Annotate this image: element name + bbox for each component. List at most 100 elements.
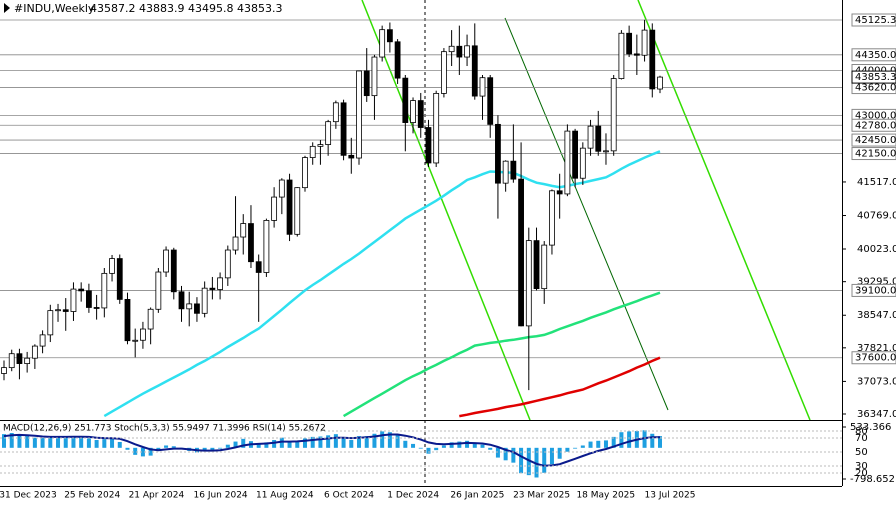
- macd-bar: [86, 438, 91, 448]
- candle-body: [433, 92, 440, 164]
- macd-bar: [302, 438, 307, 448]
- current-price: 43853.3: [855, 72, 896, 83]
- level-box: [851, 48, 896, 62]
- macd-bar: [580, 445, 585, 448]
- x-tick-label: 25 Feb 2024: [64, 491, 120, 501]
- candle-body: [641, 29, 648, 56]
- macd-bar: [140, 447, 145, 457]
- indicator-pane: [0, 430, 842, 478]
- macd-bar: [272, 440, 277, 448]
- macd-bar: [403, 440, 408, 448]
- macd-bar: [2, 434, 6, 448]
- macd-bar: [233, 441, 238, 448]
- candle-body: [356, 70, 362, 159]
- y-tick-label: 39295.0: [857, 277, 896, 288]
- sub-y2-label: 30: [855, 461, 868, 472]
- candle-body: [271, 196, 278, 221]
- candle-body: [1, 367, 7, 374]
- macd-bar: [48, 436, 53, 448]
- macd-bar: [56, 436, 61, 448]
- macd-bar: [349, 440, 354, 448]
- level-box: [851, 133, 896, 147]
- candle-body: [379, 29, 386, 58]
- candle-body: [425, 127, 432, 164]
- macd-bar: [395, 434, 400, 448]
- candle-body: [332, 102, 339, 123]
- macd-bar: [32, 437, 37, 448]
- macd-bar: [441, 445, 446, 448]
- axes: 41517.0 40769.0 40023.0 39295.0 38547.0 37821…: [0, 13, 896, 501]
- y-tick-label: 37073.0: [857, 376, 896, 387]
- macd-bar: [117, 441, 122, 448]
- y-tick-label: 40023.0: [857, 244, 896, 255]
- macd-bar: [565, 447, 570, 452]
- macd-bar: [603, 440, 608, 448]
- candle-body: [317, 144, 324, 147]
- macd-bar: [519, 447, 524, 474]
- macd-bar: [495, 447, 500, 458]
- candle-body: [363, 70, 370, 97]
- header-icon: [4, 3, 10, 13]
- candle-body: [603, 150, 609, 153]
- macd-bar: [503, 447, 508, 461]
- candle-body: [456, 45, 463, 58]
- macd-bar: [287, 441, 292, 448]
- macd-bar: [40, 438, 45, 448]
- candle-body: [633, 53, 640, 56]
- candle-body: [55, 309, 61, 312]
- candle-body: [479, 77, 486, 97]
- macd-bar: [357, 436, 362, 448]
- macd-bar: [650, 433, 655, 448]
- x-tick-label: 13 Jul 2025: [645, 491, 696, 501]
- candle-body: [263, 220, 270, 273]
- macd-bar: [426, 447, 431, 454]
- macd-bar: [279, 437, 284, 448]
- candle-body: [16, 353, 23, 364]
- macd-bar: [333, 434, 338, 448]
- candle-body: [394, 41, 401, 79]
- candle-body: [24, 357, 31, 364]
- level-box: [851, 13, 896, 27]
- candle-body: [201, 287, 208, 314]
- sub-y2-label: 80: [855, 426, 868, 437]
- macd-bar: [210, 447, 215, 451]
- macd-bar: [295, 440, 300, 448]
- indicator-label-bg: [0, 422, 308, 433]
- macd-bar: [418, 447, 423, 449]
- macd-bar: [619, 432, 624, 448]
- macd-bar: [411, 443, 416, 448]
- candle-body: [62, 309, 69, 312]
- macd-bar: [94, 440, 99, 448]
- level-label: 44350.0: [855, 50, 896, 61]
- x-tick-label: 31 Dec 2023: [0, 491, 57, 501]
- candle-body: [417, 100, 424, 128]
- candle-body: [140, 328, 146, 341]
- x-tick-label: 11 Aug 2024: [256, 491, 314, 501]
- macd-bar: [318, 436, 323, 448]
- candle-body: [564, 130, 571, 195]
- indicator-label: MACD(12,26,9) 251.773 Stoch(5,3,3) 55.94…: [3, 424, 326, 434]
- candle-body: [502, 160, 509, 184]
- macd-bar: [549, 447, 554, 465]
- level-label: 42150.0: [855, 149, 896, 160]
- macd-bar: [457, 441, 462, 448]
- candle-body: [579, 147, 586, 179]
- x-tick-label: 16 Jun 2024: [194, 491, 248, 501]
- macd-bar: [434, 447, 439, 451]
- macd-bar: [79, 436, 84, 448]
- x-tick-label: 6 Oct 2024: [324, 491, 374, 501]
- macd-bar: [387, 432, 392, 448]
- macd-bar: [125, 447, 130, 450]
- macd-bar: [326, 435, 331, 448]
- candle-body: [209, 287, 216, 290]
- level-label: 42450.0: [855, 135, 896, 146]
- macd-bar: [241, 438, 246, 448]
- candle-body: [232, 236, 239, 251]
- macd-bar: [465, 440, 470, 448]
- sub-tick-label: 533.366: [850, 422, 891, 433]
- macd-bar: [372, 433, 377, 448]
- macd-bar: [202, 447, 207, 452]
- candle-body: [186, 303, 193, 310]
- y-tick-label: 40769.0: [857, 211, 896, 222]
- level-box: [851, 283, 896, 297]
